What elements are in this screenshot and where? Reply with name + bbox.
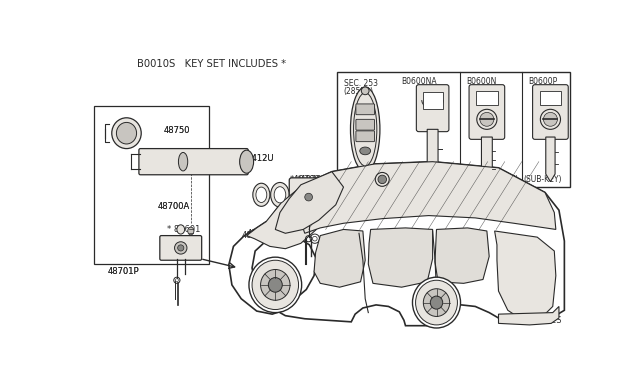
Bar <box>337 71 570 187</box>
Polygon shape <box>481 137 492 182</box>
Ellipse shape <box>312 236 317 241</box>
Text: (MASTER-KEY): (MASTER-KEY) <box>465 175 518 184</box>
Ellipse shape <box>252 260 298 310</box>
Ellipse shape <box>480 112 494 126</box>
Ellipse shape <box>116 122 136 144</box>
Text: 48701P: 48701P <box>108 267 140 276</box>
Polygon shape <box>314 230 365 287</box>
Text: *48700: *48700 <box>289 175 320 184</box>
Ellipse shape <box>351 87 380 172</box>
Ellipse shape <box>305 193 312 201</box>
Ellipse shape <box>249 257 301 312</box>
Ellipse shape <box>268 278 282 292</box>
Ellipse shape <box>175 242 187 254</box>
Polygon shape <box>499 307 559 325</box>
Text: R99B002S: R99B002S <box>520 316 562 325</box>
Ellipse shape <box>175 279 179 282</box>
Ellipse shape <box>430 296 443 309</box>
Text: 48750: 48750 <box>164 126 190 135</box>
Ellipse shape <box>540 109 561 129</box>
FancyBboxPatch shape <box>160 235 202 260</box>
Ellipse shape <box>543 112 557 126</box>
Text: B0010S   KEY SET INCLUDES *: B0010S KEY SET INCLUDES * <box>137 59 286 69</box>
Ellipse shape <box>271 183 289 207</box>
Ellipse shape <box>353 93 377 166</box>
Text: FOR INTELLIGENCE KEY: FOR INTELLIGENCE KEY <box>342 175 431 184</box>
Text: 48700A: 48700A <box>157 202 189 211</box>
Ellipse shape <box>423 289 450 317</box>
Text: B0600P: B0600P <box>528 77 557 86</box>
Ellipse shape <box>239 150 253 173</box>
Text: SEC. 253: SEC. 253 <box>344 78 378 88</box>
Ellipse shape <box>477 109 497 129</box>
Text: *48700: *48700 <box>297 175 328 184</box>
Polygon shape <box>301 162 556 233</box>
Text: * 80601: * 80601 <box>167 225 200 234</box>
Polygon shape <box>546 137 555 182</box>
Ellipse shape <box>362 87 369 95</box>
Polygon shape <box>275 172 344 233</box>
Text: 68632S *: 68632S * <box>385 177 452 186</box>
Text: (285E3): (285E3) <box>344 87 374 96</box>
Text: 48701P: 48701P <box>108 267 140 276</box>
Ellipse shape <box>415 280 458 325</box>
Ellipse shape <box>300 189 317 206</box>
Ellipse shape <box>188 227 194 235</box>
Ellipse shape <box>112 118 141 148</box>
Text: (SUB-KEY): (SUB-KEY) <box>524 175 562 184</box>
Bar <box>540 91 561 105</box>
Ellipse shape <box>179 153 188 171</box>
Polygon shape <box>495 231 556 320</box>
Ellipse shape <box>274 187 286 203</box>
Polygon shape <box>428 129 438 179</box>
Ellipse shape <box>177 225 184 234</box>
FancyBboxPatch shape <box>356 119 374 130</box>
Ellipse shape <box>375 173 389 186</box>
Text: 48412U: 48412U <box>241 154 274 163</box>
Text: 48412UA: 48412UA <box>246 229 285 238</box>
Text: 48750: 48750 <box>164 126 190 135</box>
Text: 48412U: 48412U <box>241 154 274 163</box>
Polygon shape <box>368 228 433 287</box>
Bar <box>94 106 209 264</box>
FancyBboxPatch shape <box>139 148 248 175</box>
Ellipse shape <box>253 183 270 206</box>
Polygon shape <box>229 162 564 326</box>
Ellipse shape <box>260 269 290 300</box>
Ellipse shape <box>378 175 387 184</box>
Text: 48412UA: 48412UA <box>241 231 280 240</box>
Ellipse shape <box>256 187 267 202</box>
FancyBboxPatch shape <box>417 85 449 132</box>
Text: B0600NA: B0600NA <box>402 77 437 86</box>
Ellipse shape <box>178 245 184 251</box>
FancyBboxPatch shape <box>289 178 328 217</box>
FancyBboxPatch shape <box>532 85 568 140</box>
Bar <box>422 92 443 109</box>
FancyBboxPatch shape <box>356 104 374 115</box>
Polygon shape <box>435 228 489 283</box>
Polygon shape <box>246 182 324 249</box>
Text: 48700A: 48700A <box>157 202 189 211</box>
Bar <box>476 91 498 105</box>
Text: B0600N: B0600N <box>466 77 497 86</box>
FancyBboxPatch shape <box>469 85 505 140</box>
Ellipse shape <box>412 277 461 328</box>
FancyBboxPatch shape <box>356 131 374 142</box>
Ellipse shape <box>360 147 371 155</box>
